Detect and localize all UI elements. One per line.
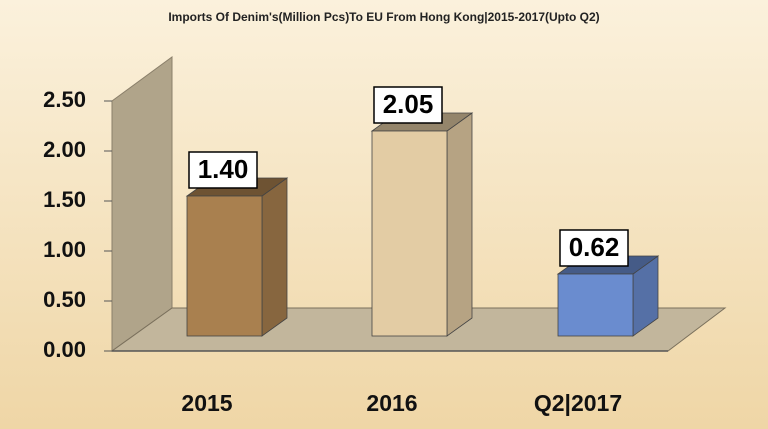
value-label-box [188, 151, 258, 189]
bar [557, 273, 634, 337]
chart-title: Imports Of Denim's(Million Pcs)To EU Fro… [168, 10, 599, 24]
y-tick-label: 2.50 [43, 87, 86, 112]
bar [186, 195, 263, 337]
y-tick-label: 0.50 [43, 287, 86, 312]
side-wall [111, 56, 173, 352]
value-label: 1.40 [198, 154, 249, 184]
bar-side [446, 112, 473, 337]
value-label-box [373, 86, 443, 124]
x-tick-label: Q2|2017 [534, 390, 622, 416]
bar-side [261, 177, 288, 337]
y-tick-label: 1.50 [43, 187, 86, 212]
value-label: 2.05 [383, 89, 434, 119]
y-tick-label: 0.00 [43, 337, 86, 362]
y-tick-label: 1.00 [43, 237, 86, 262]
value-label-box [559, 229, 629, 267]
bar [371, 130, 448, 337]
value-label: 0.62 [569, 232, 620, 262]
y-tick-label: 2.00 [43, 137, 86, 162]
x-tick-label: 2015 [181, 390, 232, 416]
x-tick-label: 2016 [366, 390, 417, 416]
